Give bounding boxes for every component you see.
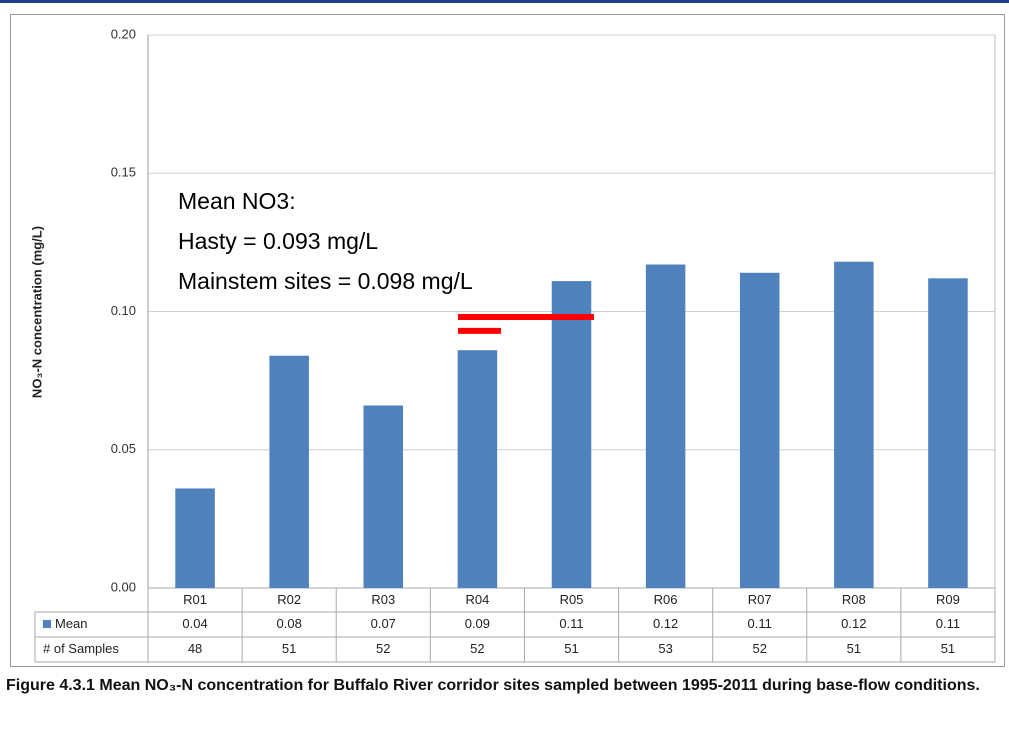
chart: NO₃-N concentration (mg/L) 0.00 0.05 0.10 0… (0, 0, 1009, 667)
value-label: 0.11 (748, 616, 772, 631)
annotation: Mainstem sites = 0.098 mg/L (178, 268, 473, 294)
value-label: 0.08 (277, 616, 302, 631)
samples-value: 48 (188, 641, 202, 656)
samples-value: 51 (282, 641, 296, 656)
samples-value: 52 (376, 641, 390, 656)
y-tick-label: 0.00 (111, 579, 136, 594)
value-label: 0.12 (841, 616, 866, 631)
y-tick-label: 0.15 (111, 165, 136, 180)
y-tick-label: 0.10 (111, 303, 136, 318)
value-label: 0.09 (465, 616, 490, 631)
value-label: 0.11 (936, 616, 960, 631)
samples-value: 51 (564, 641, 578, 656)
chart-frame (10, 14, 1005, 667)
samples-value: 52 (752, 641, 766, 656)
samples-label: # of Samples (43, 641, 119, 656)
caption: Figure 4.3.1 Mean NO₃-N concentration fo… (6, 677, 980, 694)
bar (834, 261, 874, 588)
x-tick-label: R08 (842, 592, 866, 607)
value-label: 0.07 (371, 616, 396, 631)
bar (175, 488, 215, 588)
x-tick-label: R03 (371, 592, 395, 607)
x-tick-label: R04 (465, 592, 489, 607)
bar (363, 405, 404, 588)
samples-value: 51 (941, 641, 955, 656)
x-tick-label: R09 (936, 592, 960, 607)
bar (269, 355, 309, 588)
legend-label: Mean (55, 616, 88, 631)
value-label: 0.11 (559, 616, 583, 631)
annotation: Hasty = 0.093 mg/L (178, 228, 378, 254)
bar (739, 272, 780, 588)
bar (457, 350, 498, 588)
y-axis-title: NO₃-N concentration (mg/L) (29, 226, 44, 398)
bar (645, 264, 686, 588)
x-tick-label: R05 (560, 592, 584, 607)
y-tick-label: 0.05 (111, 441, 136, 456)
value-label: 0.12 (653, 616, 678, 631)
legend-swatch (43, 620, 51, 628)
value-label: 0.04 (182, 616, 207, 631)
x-tick-label: R01 (183, 592, 207, 607)
annotation: Mean NO3: (178, 188, 296, 214)
y-tick-label: 0.20 (111, 26, 136, 41)
x-tick-label: R06 (654, 592, 678, 607)
x-tick-label: R07 (748, 592, 772, 607)
top-bar (0, 0, 1009, 3)
samples-value: 52 (470, 641, 484, 656)
samples-value: 51 (847, 641, 861, 656)
samples-value: 53 (658, 641, 672, 656)
bar (928, 278, 968, 588)
x-tick-label: R02 (277, 592, 301, 607)
bar (551, 281, 592, 588)
